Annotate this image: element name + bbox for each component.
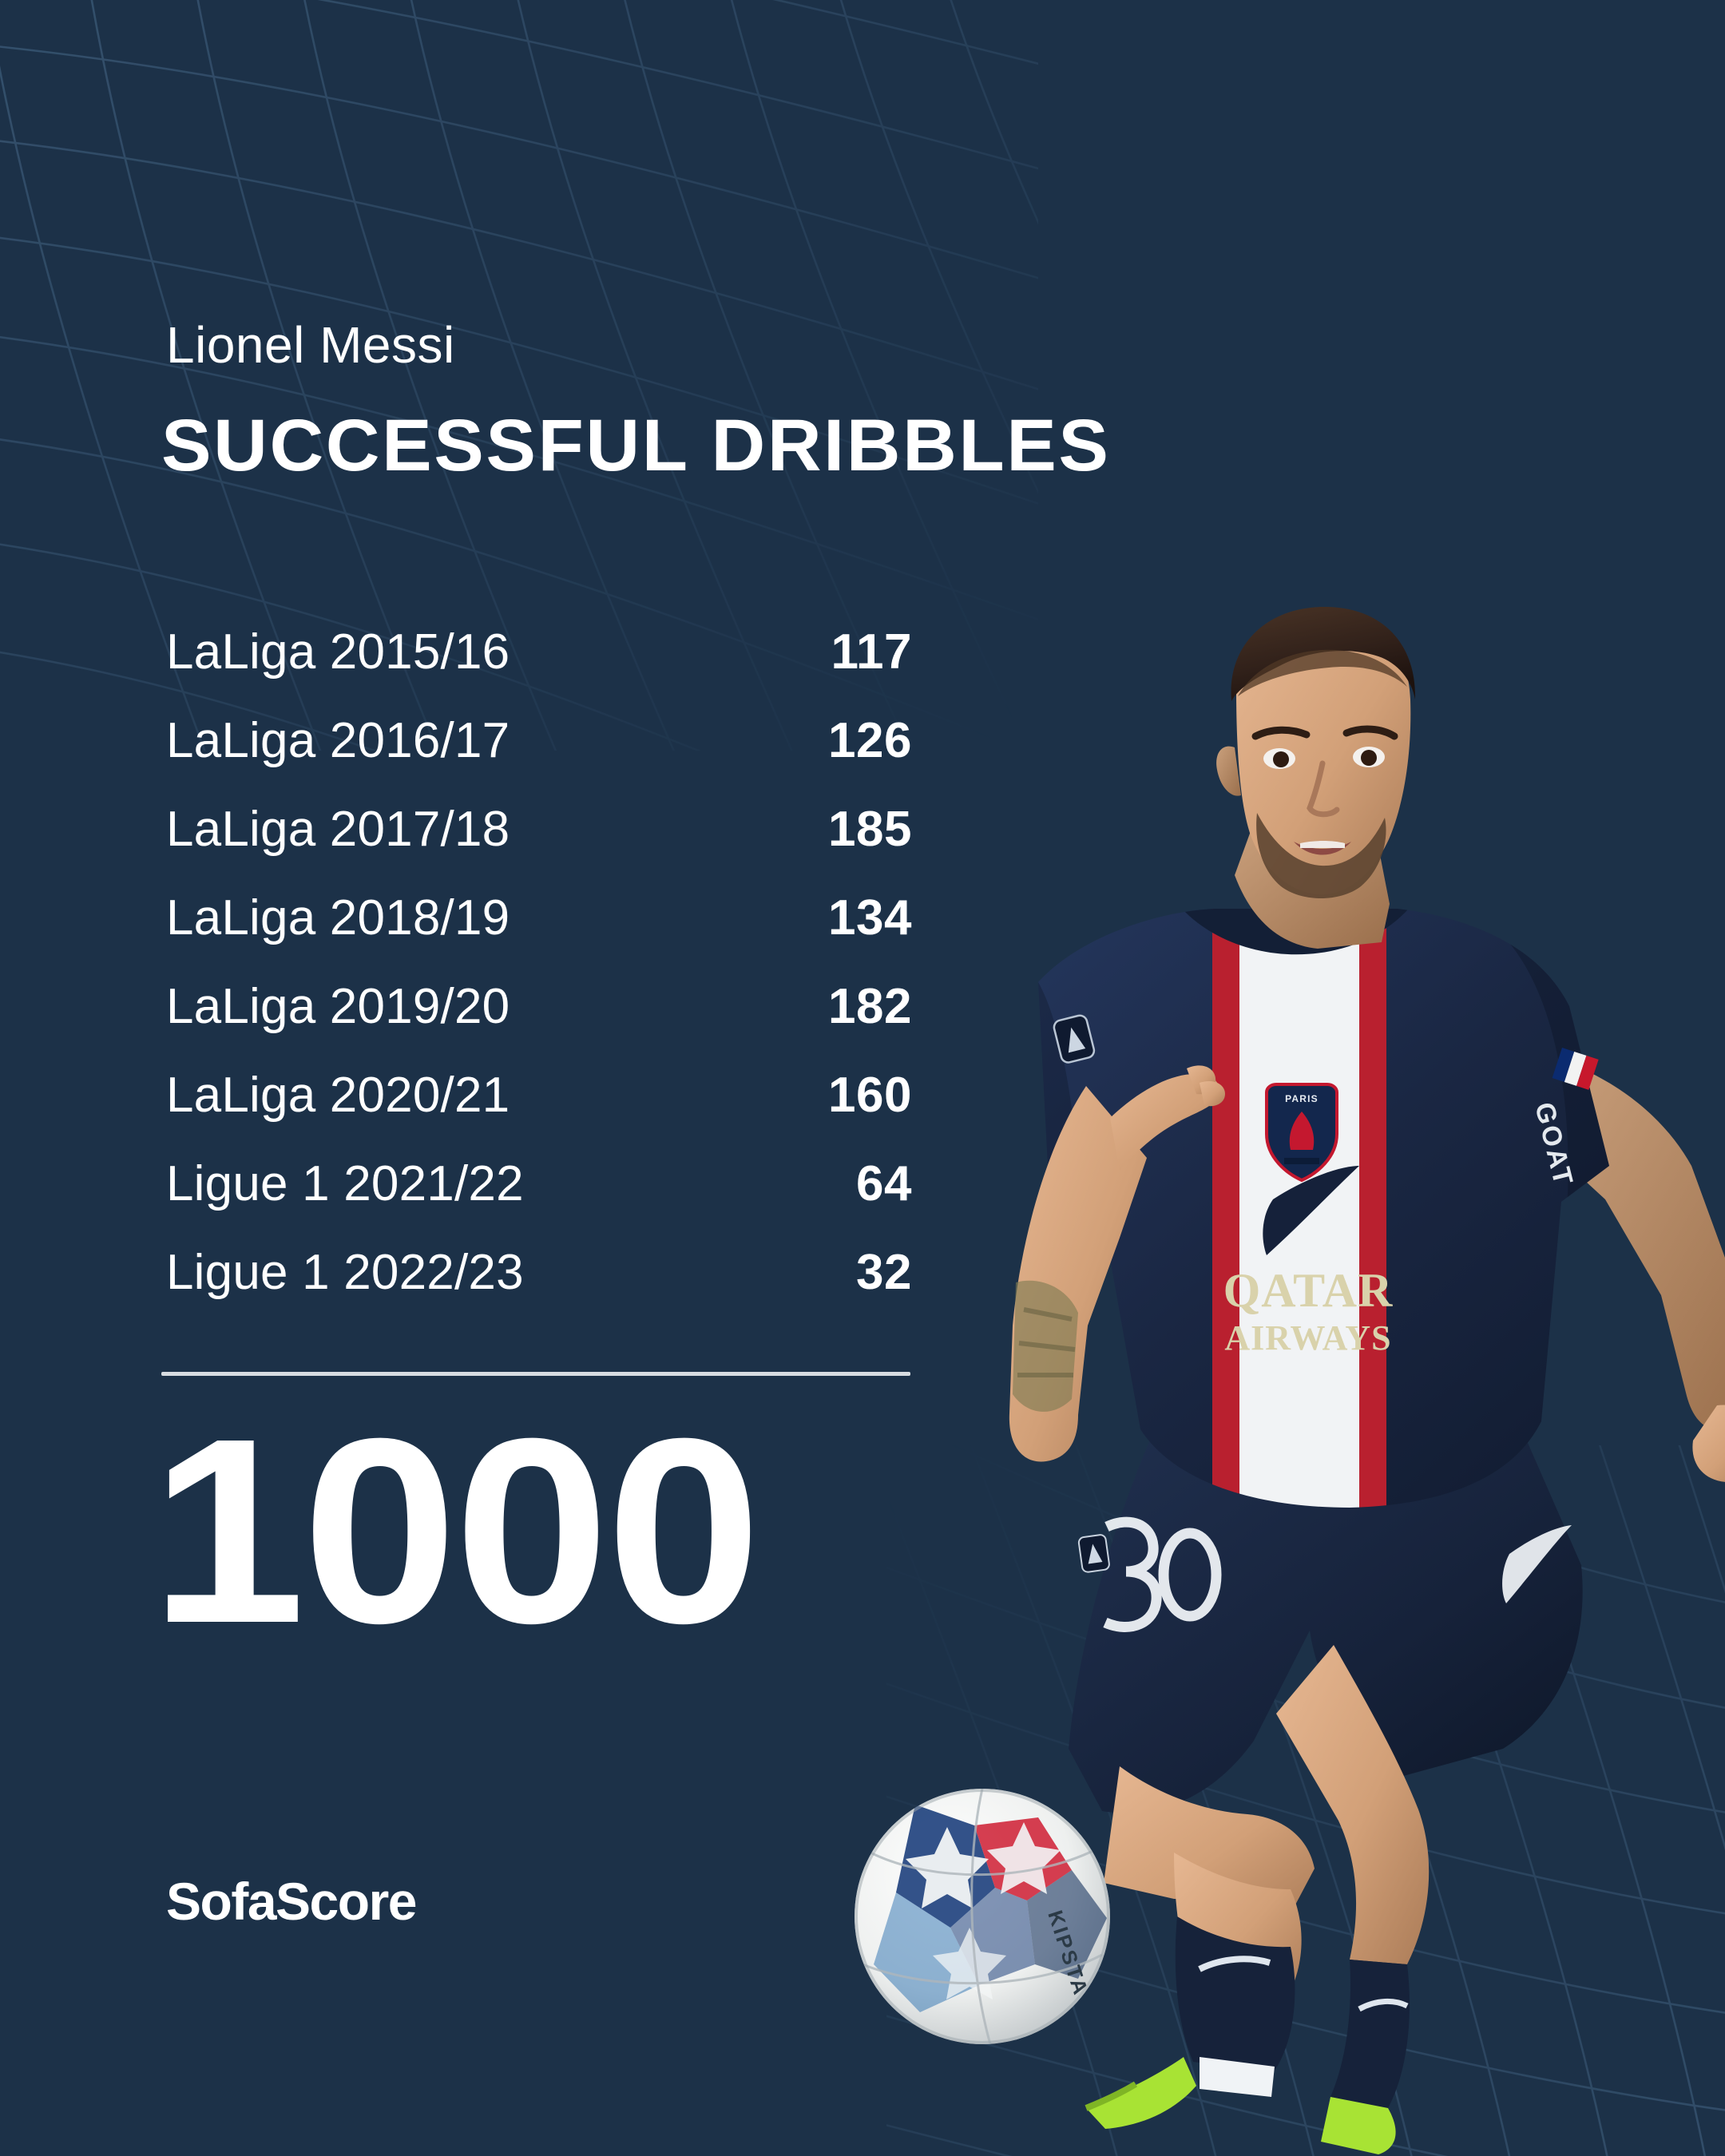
svg-text:PARIS: PARIS: [1285, 1093, 1319, 1104]
total-value: 1000: [150, 1383, 761, 1678]
season-label: LaLiga 2017/18: [166, 802, 510, 857]
table-row: LaLiga 2018/19 134: [166, 894, 912, 982]
svg-text:AIRWAYS: AIRWAYS: [1224, 1318, 1391, 1357]
season-label: LaLiga 2019/20: [166, 979, 510, 1034]
page-title: SUCCESSFUL DRIBBLES: [161, 405, 1111, 486]
season-value: 117: [831, 624, 912, 680]
season-label: LaLiga 2016/17: [166, 713, 510, 768]
season-value: 160: [828, 1068, 912, 1123]
table-row: LaLiga 2016/17 126: [166, 716, 912, 805]
season-value: 64: [856, 1156, 912, 1211]
player-photo: PARIS QATAR AIRWAYS GOAT: [855, 607, 1725, 2154]
table-row: Ligue 1 2021/22 64: [166, 1159, 912, 1248]
season-value: 32: [856, 1245, 912, 1300]
season-label: Ligue 1 2021/22: [166, 1156, 524, 1211]
total-divider: [161, 1372, 910, 1376]
season-value: 134: [828, 890, 912, 945]
season-value: 126: [828, 713, 912, 768]
season-label: Ligue 1 2022/23: [166, 1245, 524, 1300]
svg-text:QATAR: QATAR: [1223, 1264, 1394, 1317]
season-value: 185: [828, 802, 912, 857]
sofascore-logo: SofaScore: [166, 1872, 417, 1931]
season-value: 182: [828, 979, 912, 1034]
season-label: LaLiga 2020/21: [166, 1068, 510, 1123]
table-row: LaLiga 2020/21 160: [166, 1071, 912, 1159]
table-row: LaLiga 2017/18 185: [166, 805, 912, 894]
season-stats-table: LaLiga 2015/16 117 LaLiga 2016/17 126 La…: [166, 628, 912, 1337]
season-label: LaLiga 2015/16: [166, 624, 510, 680]
table-row: LaLiga 2015/16 117: [166, 628, 912, 716]
season-label: LaLiga 2018/19: [166, 890, 510, 945]
table-row: Ligue 1 2022/23 32: [166, 1248, 912, 1337]
table-row: LaLiga 2019/20 182: [166, 982, 912, 1071]
player-name: Lionel Messi: [166, 316, 455, 374]
